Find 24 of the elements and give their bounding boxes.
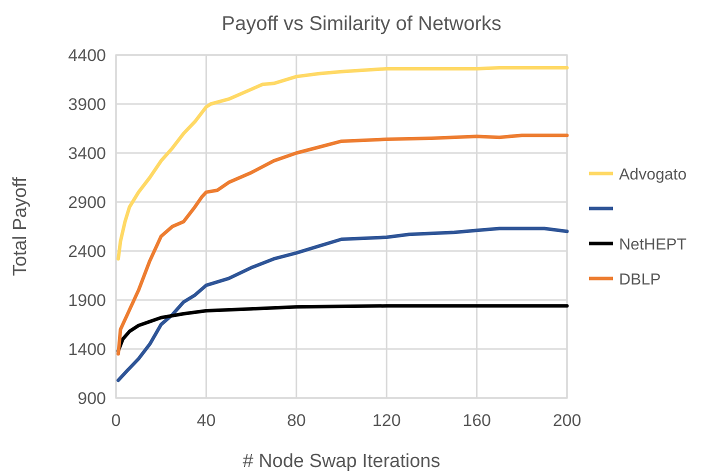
y-tick-label: 1900 bbox=[68, 291, 106, 310]
x-tick-label: 120 bbox=[372, 411, 401, 430]
legend-label: NetHEPT bbox=[619, 236, 687, 254]
x-tick-label: 160 bbox=[462, 411, 491, 430]
line-series bbox=[116, 134, 569, 356]
y-tick-label: 2400 bbox=[68, 242, 106, 261]
y-axis-title: Total Payoff bbox=[10, 176, 31, 276]
x-tick-label: 0 bbox=[111, 411, 121, 430]
legend-label: Advogato bbox=[619, 166, 687, 184]
y-tick-label: 3400 bbox=[68, 144, 106, 163]
y-tick-label: 4400 bbox=[68, 46, 106, 65]
line-series bbox=[116, 304, 569, 353]
line-series bbox=[116, 66, 569, 261]
y-tick-label: 900 bbox=[78, 389, 106, 408]
x-tick-label: 80 bbox=[286, 411, 306, 430]
y-tick-label: 2900 bbox=[68, 193, 106, 212]
line-series bbox=[116, 226, 569, 382]
chart-title: Payoff vs Similarity of Networks bbox=[222, 13, 502, 35]
x-tick-label: 200 bbox=[552, 411, 582, 430]
legend-label: DBLP bbox=[619, 272, 661, 288]
y-tick-label: 1400 bbox=[68, 340, 106, 359]
y-tick-label: 3900 bbox=[68, 95, 106, 114]
x-tick-label: 40 bbox=[196, 411, 216, 430]
x-axis-title: # Node Swap Iterations bbox=[242, 451, 440, 472]
